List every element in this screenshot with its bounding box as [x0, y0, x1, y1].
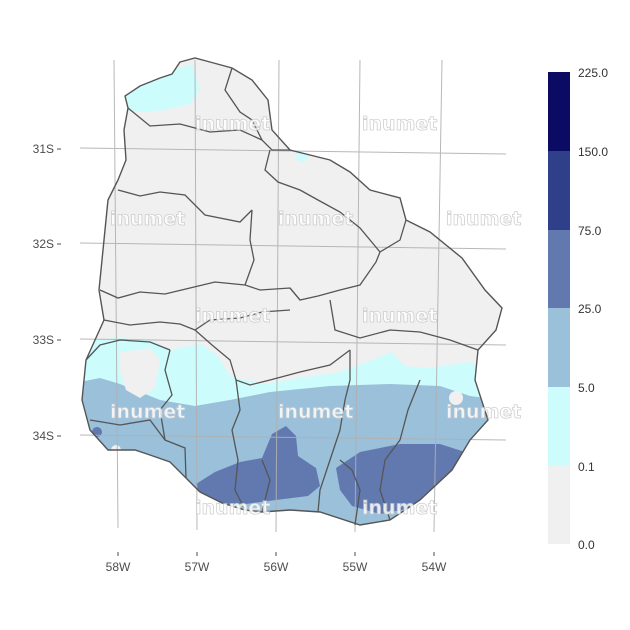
border-rivera [264, 149, 381, 253]
lat-tick-label: 31S [33, 142, 54, 156]
watermark-text: inumet [195, 305, 270, 327]
lon-tick-label: 54W [422, 560, 447, 574]
lon-tick-label: 57W [185, 560, 210, 574]
legend-break-label: 75.0 [578, 224, 602, 238]
border-sanjose-canelones [231, 379, 246, 511]
border-lavalleja-rocha [379, 379, 421, 521]
watermark-text: inumet [110, 208, 185, 230]
legend-swatch-0.1-5 [548, 387, 570, 466]
legend-break-label: 5.0 [578, 381, 595, 395]
border-cerrolargo [379, 219, 407, 253]
lat-tick-label: 33S [33, 333, 54, 347]
country-outline [81, 57, 503, 526]
legend-swatch-150-225 [548, 72, 570, 151]
zone-0.1-5-northwest [125, 64, 200, 112]
lon-line-56 [275, 59, 280, 533]
watermark-text: inumet [362, 497, 437, 519]
lat-tick-label: 32S [33, 237, 54, 251]
legend-break-label: 0.0 [578, 538, 595, 552]
watermark-text: inumet [362, 113, 437, 135]
lon-tick-label: 56W [264, 560, 289, 574]
lat-line-32 [79, 242, 507, 250]
lon-line-57 [194, 59, 198, 531]
watermark-text: inumet [278, 208, 353, 230]
zone-25-75-east [336, 444, 465, 514]
watermark-text: inumet [195, 497, 270, 519]
border-paysandu-rionegro [99, 281, 246, 299]
watermark-text: inumet [278, 401, 353, 423]
border-salto-paysandu [117, 189, 253, 223]
lat-line-33 [79, 338, 507, 346]
border-maldonado [339, 459, 361, 526]
lon-line-55 [354, 59, 361, 533]
border-flores-florida [194, 329, 351, 386]
legend-swatch-0-0.1 [548, 466, 570, 544]
department-borders [85, 67, 479, 526]
watermarks: inumet inumet inumet inumet inumet inume… [110, 113, 522, 520]
border-soriano-colonia [85, 339, 171, 361]
lat-line-34 [79, 434, 507, 441]
lat-tick-label: 34S [33, 429, 54, 443]
border-artigas-salto [127, 107, 290, 151]
legend-break-label: 150.0 [578, 145, 608, 159]
legend-swatch-25-75 [548, 230, 570, 308]
zone-25-75 [196, 426, 320, 505]
watermark-text: inumet [446, 401, 521, 423]
watermark-text: inumet [446, 208, 521, 230]
watermark-text: inumet [362, 305, 437, 327]
lon-axis: 58W 57W 56W 55W 54W [106, 552, 447, 574]
lon-line-54 [433, 59, 443, 533]
legend: 225.0 150.0 75.0 25.0 5.0 0.1 0.0 [548, 66, 608, 552]
watermark-text: inumet [110, 401, 185, 423]
lon-tick-label: 55W [343, 560, 368, 574]
border-treinta-tres [329, 299, 479, 351]
zone-0.1-5-west-pocket [120, 348, 160, 398]
border-artigas-rivera [224, 67, 263, 141]
border-florida-lavalleja [317, 350, 351, 513]
border-colonia-sanjose [159, 349, 187, 479]
legend-swatch-5-25 [548, 308, 570, 387]
legend-swatch-75-150 [548, 151, 570, 230]
lon-tick-label: 58W [106, 560, 131, 574]
lat-axis: 31S 32S 33S 34S [33, 142, 61, 443]
border-canelones-montevideo [261, 459, 271, 513]
legend-break-label: 25.0 [578, 302, 602, 316]
zone-light-spot-east [449, 391, 463, 405]
legend-break-label: 225.0 [578, 66, 608, 80]
border-durazno [289, 251, 381, 301]
legend-break-label: 0.1 [578, 460, 595, 474]
border-colonia-inner [89, 419, 166, 441]
watermark-text: inumet [195, 113, 270, 135]
